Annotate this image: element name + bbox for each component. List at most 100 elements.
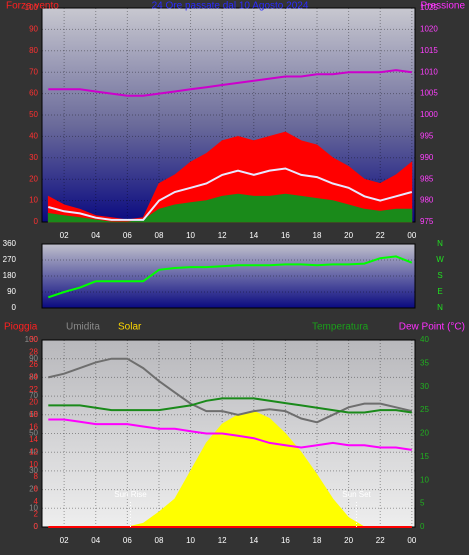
tick-label: 28 [29, 348, 38, 357]
tick-label: 985 [420, 174, 434, 183]
tick-label: 40 [420, 335, 429, 344]
legend-label: Temperatura [312, 322, 369, 333]
tick-label: 6 [34, 485, 39, 494]
legend-label: Pioggia [4, 322, 38, 333]
x-tick-label: 20 [344, 231, 353, 240]
annotation: Sun Rise [114, 490, 147, 499]
tick-label: 50 [29, 429, 38, 438]
x-tick-label: 16 [281, 231, 290, 240]
tick-label: 1010 [420, 67, 438, 76]
tick-label: 20 [29, 397, 38, 406]
tick-label: 80 [29, 46, 38, 55]
x-tick-label: 04 [91, 536, 100, 545]
x-tick-label: 04 [91, 231, 100, 240]
x-tick-label: 00 [407, 536, 416, 545]
x-tick-label: 08 [155, 536, 164, 545]
tick-label: 995 [420, 132, 434, 141]
tick-label: 1000 [420, 110, 438, 119]
line [48, 167, 413, 221]
x-tick-label: 16 [281, 536, 290, 545]
tick-label: 30 [29, 335, 38, 344]
line [48, 397, 412, 414]
area [47, 193, 413, 223]
x-tick-label: 12 [218, 536, 227, 545]
tick-label: 0 [12, 303, 17, 312]
tick-label: 5 [420, 499, 425, 508]
line [48, 69, 412, 97]
x-tick-label: 22 [376, 536, 385, 545]
tick-label: 1015 [420, 46, 438, 55]
tick-label: 10 [420, 475, 429, 484]
tick-label: 70 [29, 67, 38, 76]
tick-label: 20 [420, 429, 429, 438]
x-tick-label: 14 [249, 536, 258, 545]
compass-label: W [436, 255, 444, 264]
x-tick-label: 02 [60, 536, 69, 545]
tick-label: 40 [29, 132, 38, 141]
tick-label: 975 [420, 217, 434, 226]
legend-label: Solar [118, 322, 142, 333]
x-tick-label: 06 [123, 536, 132, 545]
legend-label: Dew Point (°C) [399, 322, 465, 333]
tick-label: 4 [34, 497, 39, 506]
tick-label: 270 [3, 255, 17, 264]
tick-label: 80 [29, 373, 38, 382]
tick-label: 15 [420, 452, 429, 461]
tick-label: 90 [7, 287, 16, 296]
tick-label: 0 [34, 522, 39, 531]
tick-label: 2 [34, 510, 39, 519]
tick-label: 40 [29, 447, 38, 456]
tick-label: 60 [29, 410, 38, 419]
x-tick-label: 08 [155, 231, 164, 240]
compass-label: N [437, 239, 443, 248]
tick-label: 22 [29, 385, 38, 394]
plot-area [41, 243, 416, 309]
x-tick-label: 10 [186, 536, 195, 545]
y2-axis-label: Pressione [421, 1, 466, 12]
tick-label: 100 [25, 3, 39, 12]
annotation: Sun Set [342, 490, 371, 499]
x-tick-label: 06 [123, 231, 132, 240]
tick-label: 25 [420, 405, 429, 414]
tick-label: 180 [3, 271, 17, 280]
x-tick-label: 14 [249, 231, 258, 240]
tick-label: 16 [29, 422, 38, 431]
tick-label: 8 [34, 472, 39, 481]
tick-label: 30 [29, 466, 38, 475]
y-axis-label: Forza vento [6, 1, 59, 12]
tick-label: 1005 [420, 89, 438, 98]
tick-label: 0 [34, 217, 39, 226]
legend-label: Umidita [66, 322, 100, 333]
line [47, 255, 413, 299]
tick-label: 100 [25, 335, 39, 344]
tick-label: 90 [29, 354, 38, 363]
tick-label: 70 [29, 391, 38, 400]
x-tick-label: 18 [313, 536, 322, 545]
tick-label: 0 [420, 522, 425, 531]
line [48, 418, 412, 451]
x-tick-label: 22 [376, 231, 385, 240]
tick-label: 20 [29, 485, 38, 494]
tick-label: 980 [420, 196, 434, 205]
tick-label: 90 [29, 25, 38, 34]
x-tick-label: 12 [218, 231, 227, 240]
tick-label: 990 [420, 153, 434, 162]
tick-label: 10 [29, 196, 38, 205]
x-tick-label: 18 [313, 231, 322, 240]
x-tick-label: 02 [60, 231, 69, 240]
tick-label: 360 [3, 239, 17, 248]
chart-title: 24 Ore passate dal 10 Agosto 2024 [152, 1, 309, 12]
tick-label: 0 [34, 522, 39, 531]
tick-label: 1020 [420, 25, 438, 34]
tick-label: 12 [29, 447, 38, 456]
tick-label: 35 [420, 358, 429, 367]
line [48, 357, 413, 424]
x-tick-label: 10 [186, 231, 195, 240]
x-tick-label: 20 [344, 536, 353, 545]
tick-label: 60 [29, 89, 38, 98]
tick-label: 10 [29, 460, 38, 469]
tick-label: 24 [29, 373, 38, 382]
tick-label: 10 [29, 503, 38, 512]
compass-label: N [437, 303, 443, 312]
